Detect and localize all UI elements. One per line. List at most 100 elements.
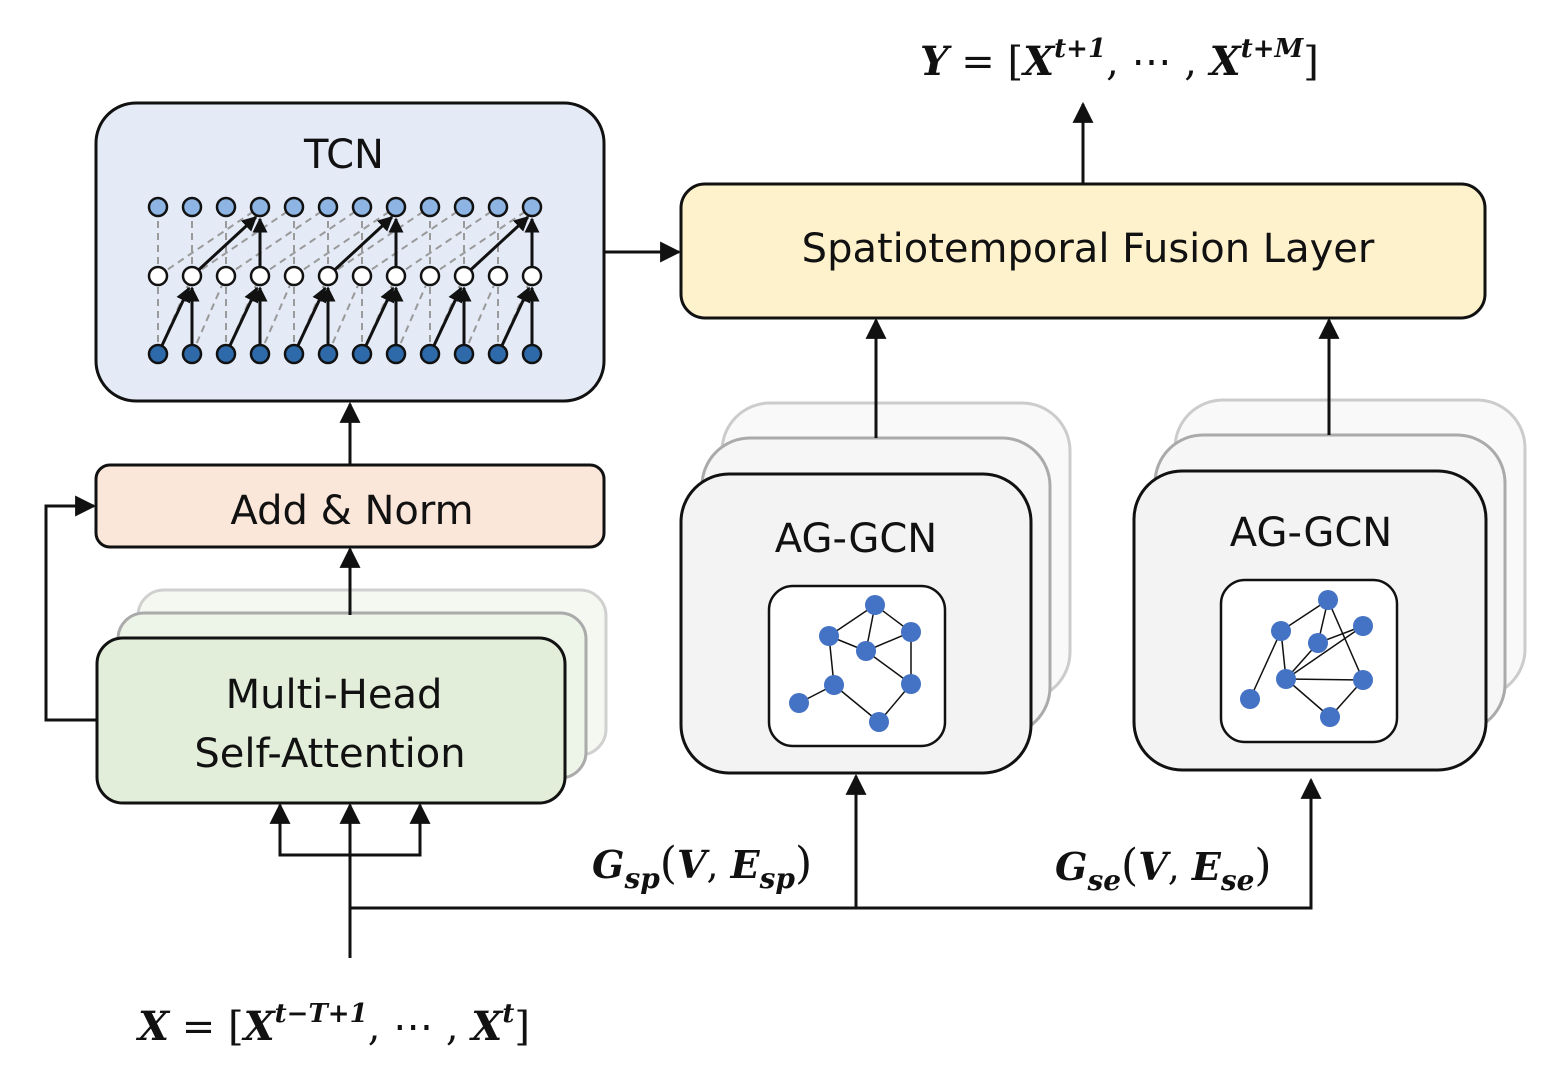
tcn-output-node <box>317 196 339 218</box>
tcn-hidden-node <box>487 265 509 287</box>
tcn-output-node <box>419 196 441 218</box>
tcn-link <box>225 206 329 277</box>
connectors <box>44 101 1340 958</box>
tcn-link <box>395 206 499 277</box>
graph-node <box>1308 633 1328 653</box>
tcn-hidden-node <box>419 265 441 287</box>
graph-edge <box>1285 625 1364 680</box>
graph-node <box>819 626 839 646</box>
fusion-layer-block: Spatiotemporal Fusion Layer <box>679 182 1487 320</box>
ag-gcn-spatial-stack: AG-GCN <box>679 401 1072 775</box>
graph-node <box>1353 670 1373 690</box>
tcn-output-node <box>147 196 169 218</box>
tcn-arrow <box>190 215 258 278</box>
graph-box-spatial <box>767 584 947 748</box>
tcn-link <box>259 275 295 355</box>
tcn-input-node <box>419 343 441 365</box>
graph-node <box>1271 621 1291 641</box>
tcn-output-node <box>283 196 305 218</box>
tcn-input-node <box>521 343 543 365</box>
tcn-link <box>327 206 431 277</box>
ag-gcn-semantic-stack: AG-GCN <box>1132 398 1527 772</box>
tcn-link <box>191 275 227 355</box>
input-formula: X = [Xt−T+1, ⋯ , Xt] <box>135 999 530 1050</box>
tcn-arrow <box>156 286 191 355</box>
graph-node <box>869 712 889 732</box>
tcn-link <box>395 275 431 355</box>
graph-node <box>1353 616 1373 636</box>
tcn-hidden-node <box>147 265 169 287</box>
graph-edge <box>1327 599 1364 681</box>
tcn-output-node <box>453 196 475 218</box>
tcn-arrow <box>462 215 530 278</box>
tcn-output-node <box>249 196 271 218</box>
tcn-link <box>327 275 363 355</box>
tcn-link <box>191 206 295 277</box>
graph-node <box>1320 707 1340 727</box>
tcn-output-node <box>521 196 543 218</box>
add-norm-block: Add & Norm <box>94 463 606 549</box>
tcn-label: TCN <box>303 132 384 178</box>
graph-icon-semantic <box>1240 590 1373 727</box>
tcn-hidden-node <box>317 265 339 287</box>
tcn-output-node <box>181 196 203 218</box>
tcn-link <box>259 206 363 277</box>
tcn-output-node <box>385 196 407 218</box>
tcn-input-node <box>351 343 373 365</box>
tcn-input-node <box>453 343 475 365</box>
tcn-input-node <box>385 343 407 365</box>
graph-node <box>789 693 809 713</box>
tcn-arrow <box>428 286 463 355</box>
tcn-link <box>463 275 499 355</box>
ag-gcn-semantic-label: AG-GCN <box>1230 510 1392 556</box>
tcn-hidden-node <box>283 265 305 287</box>
graph-spatial-formula: Gsp(V, Esp) <box>592 838 812 895</box>
graph-node <box>1240 689 1260 709</box>
tcn-input-node <box>181 343 203 365</box>
tcn-hidden-node <box>249 265 271 287</box>
tcn-input-node <box>147 343 169 365</box>
add-norm-label: Add & Norm <box>230 488 473 534</box>
mhsa-stack: Multi-Head Self-Attention <box>95 588 608 805</box>
graph-node <box>865 595 885 615</box>
tcn-dilation-graph <box>147 196 543 365</box>
output-formula: Y = [Xt+1, ⋯ , Xt+M] <box>920 34 1319 85</box>
tcn-block: TCN <box>94 101 606 403</box>
graph-edge <box>1249 630 1282 700</box>
input-bus <box>350 777 1322 910</box>
graph-node <box>1276 669 1296 689</box>
tcn-arrow <box>224 286 259 355</box>
graph-semantic-formula: Gse(V, Ese) <box>1055 840 1272 897</box>
tcn-arrow <box>326 215 394 278</box>
tcn-output-node <box>351 196 373 218</box>
mhsa-label-line1: Multi-Head <box>226 672 443 718</box>
graph-icon-spatial <box>789 595 921 732</box>
mhsa-label-line2: Self-Attention <box>194 731 465 777</box>
tcn-output-node <box>215 196 237 218</box>
tcn-arrow <box>292 286 327 355</box>
tcn-hidden-node <box>385 265 407 287</box>
fusion-label: Spatiotemporal Fusion Layer <box>802 226 1375 272</box>
tcn-arrow <box>360 286 395 355</box>
graph-node <box>824 675 844 695</box>
graph-node <box>901 674 921 694</box>
residual-connection <box>44 495 97 722</box>
tcn-hidden-node <box>521 265 543 287</box>
graph-node <box>901 622 921 642</box>
tcn-input-node <box>249 343 271 365</box>
tcn-hidden-node <box>351 265 373 287</box>
tcn-input-node <box>487 343 509 365</box>
graph-node <box>856 641 876 661</box>
graph-node <box>1318 590 1338 610</box>
tcn-input-node <box>283 343 305 365</box>
tcn-output-node <box>487 196 509 218</box>
graph-box-semantic <box>1219 578 1399 744</box>
tcn-arrow <box>496 286 531 355</box>
tcn-link <box>361 206 465 277</box>
tcn-hidden-node <box>453 265 475 287</box>
ag-gcn-spatial-label: AG-GCN <box>775 516 937 562</box>
tcn-input-node <box>215 343 237 365</box>
tcn-input-node <box>317 343 339 365</box>
graph-edge <box>1285 678 1364 681</box>
